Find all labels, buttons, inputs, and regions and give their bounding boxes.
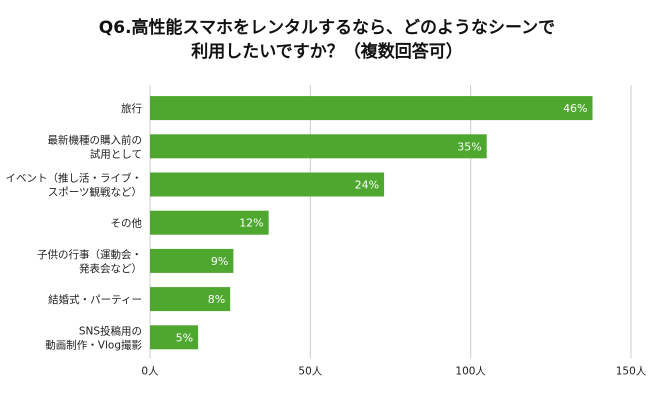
bar: [150, 96, 593, 121]
category-label-line: 最新機種の購入前の: [48, 133, 143, 146]
x-tick-label: 150人: [616, 365, 647, 377]
bar: [150, 325, 199, 350]
category-label: 結婚式・パーティー: [48, 293, 142, 306]
bar: [150, 134, 487, 159]
data-label: 8%: [208, 293, 225, 306]
bar: [150, 287, 231, 312]
category-label-line: 子供の行事（運動会・: [37, 248, 142, 261]
category-label-line: 結婚式・パーティー: [48, 293, 142, 306]
category-label-line: 試用として: [90, 147, 142, 160]
category-label-line: 動画制作・Vlog撮影: [45, 338, 142, 351]
category-label-line: イベント（推し活・ライブ・: [6, 172, 143, 185]
category-label: 旅行: [121, 102, 142, 115]
category-label-line: 発表会など）: [79, 262, 142, 275]
category-label: その他: [111, 217, 143, 230]
bar: [150, 210, 269, 235]
chart-title-line-1: Q6.高性能スマホをレンタルするなら、どのようなシーンで: [98, 18, 556, 38]
category-label: SNS投稿用の動画制作・Vlog撮影: [45, 324, 142, 351]
data-label: 12%: [239, 217, 263, 230]
bar: [150, 172, 385, 197]
chart-title-line-2: 利用したいですか？（複数回答可）: [191, 42, 463, 62]
data-label: 9%: [211, 255, 228, 268]
category-label: イベント（推し活・ライブ・スポーツ観戦など）: [6, 172, 143, 199]
category-label-line: 旅行: [121, 102, 142, 115]
data-label: 5%: [176, 331, 193, 344]
data-label: 35%: [457, 140, 481, 153]
x-tick-label: 0人: [141, 365, 159, 377]
x-tick-label: 100人: [455, 365, 486, 377]
category-label-line: その他: [111, 217, 143, 230]
x-tick-label: 50人: [298, 365, 322, 377]
category-label-line: スポーツ観戦など）: [48, 186, 142, 199]
bar: [150, 248, 234, 273]
category-label: 子供の行事（運動会・発表会など）: [37, 248, 142, 275]
data-label: 24%: [355, 179, 379, 192]
chart-title: Q6.高性能スマホをレンタルするなら、どのようなシーンで 利用したいですか？（複…: [0, 16, 654, 64]
category-label-line: SNS投稿用の: [79, 324, 142, 337]
category-label: 最新機種の購入前の試用として: [48, 133, 143, 160]
data-label: 46%: [563, 102, 587, 115]
